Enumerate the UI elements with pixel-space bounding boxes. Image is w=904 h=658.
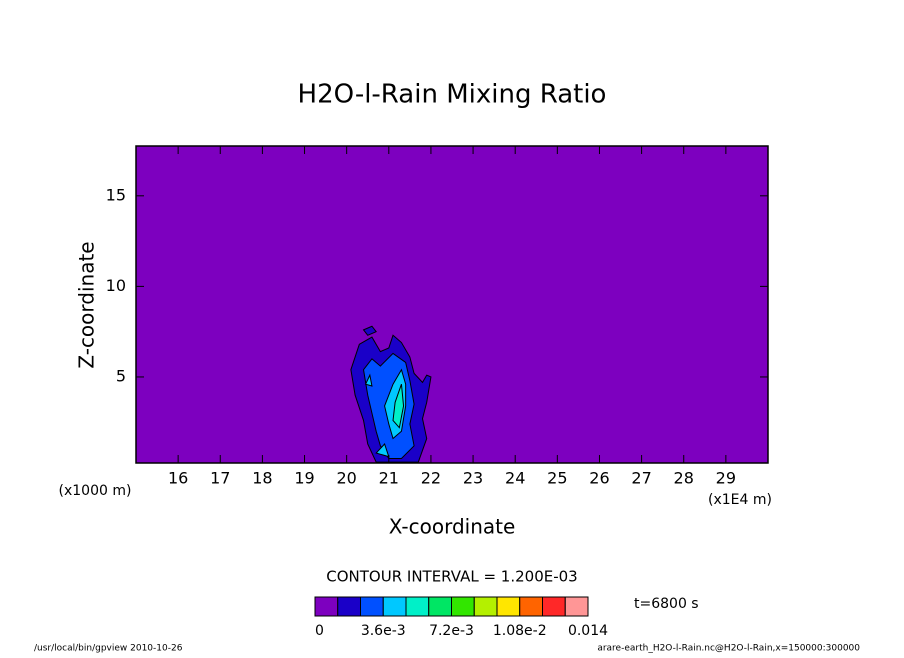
colorbar-box	[542, 596, 566, 617]
x-axis-label: X-coordinate	[389, 515, 516, 539]
x-tick-label: 17	[210, 469, 230, 488]
x-tick-label: 19	[294, 469, 314, 488]
colorbar-tick-label: 7.2e-3	[429, 623, 474, 639]
colorbar-tick-label: 0	[315, 623, 324, 639]
y-unit: (x1000 m)	[59, 483, 132, 499]
colorbar-box	[360, 596, 384, 617]
x-tick-label: 25	[547, 469, 567, 488]
x-tick-label: 28	[674, 469, 694, 488]
x-tick-label: 20	[336, 469, 356, 488]
colorbar-box	[519, 596, 543, 617]
x-tick-label: 27	[631, 469, 651, 488]
x-tick-label: 29	[716, 469, 736, 488]
colorbar-box	[451, 596, 475, 617]
footer-left: /usr/local/bin/gpview 2010-10-26	[34, 644, 183, 654]
y-axis-label: Z-coordinate	[75, 241, 99, 368]
y-tick-label: 15	[106, 185, 126, 204]
y-tick-label: 5	[116, 366, 126, 385]
x-tick-label: 26	[589, 469, 609, 488]
colorbar-box	[428, 596, 452, 617]
time-label: t=6800 s	[634, 596, 699, 612]
colorbar-box	[314, 596, 339, 617]
x-tick-label: 22	[421, 469, 441, 488]
y-tick-label: 10	[106, 276, 126, 295]
colorbar-tick-label: 0.014	[568, 623, 608, 639]
colorbar-box	[337, 596, 361, 617]
x-unit: (x1E4 m)	[708, 492, 772, 508]
contour-region	[375, 443, 390, 458]
chart-title: H2O-l-Rain Mixing Ratio	[298, 80, 607, 110]
x-tick-label: 23	[463, 469, 483, 488]
contour-interval: CONTOUR INTERVAL = 1.200E-03	[326, 568, 577, 586]
x-tick-label: 16	[168, 469, 188, 488]
x-tick-label: 18	[252, 469, 272, 488]
contour-region	[362, 325, 377, 336]
footer-right: arare-earth_H2O-l-Rain.nc@H2O-l-Rain,x=1…	[597, 644, 860, 654]
plot-area	[136, 146, 768, 463]
contour-region	[364, 373, 373, 387]
colorbar-box	[473, 596, 498, 617]
colorbar-tick-label: 1.08e-2	[493, 623, 547, 639]
colorbar-box	[496, 596, 521, 617]
x-tick-label: 24	[505, 469, 525, 488]
colorbar-box	[382, 596, 407, 617]
colorbar-tick-label: 3.6e-3	[361, 623, 406, 639]
colorbar-box	[564, 596, 589, 617]
colorbar-box	[405, 596, 430, 617]
x-tick-label: 21	[379, 469, 399, 488]
contour-region	[392, 384, 405, 429]
plot-frame	[135, 145, 769, 464]
